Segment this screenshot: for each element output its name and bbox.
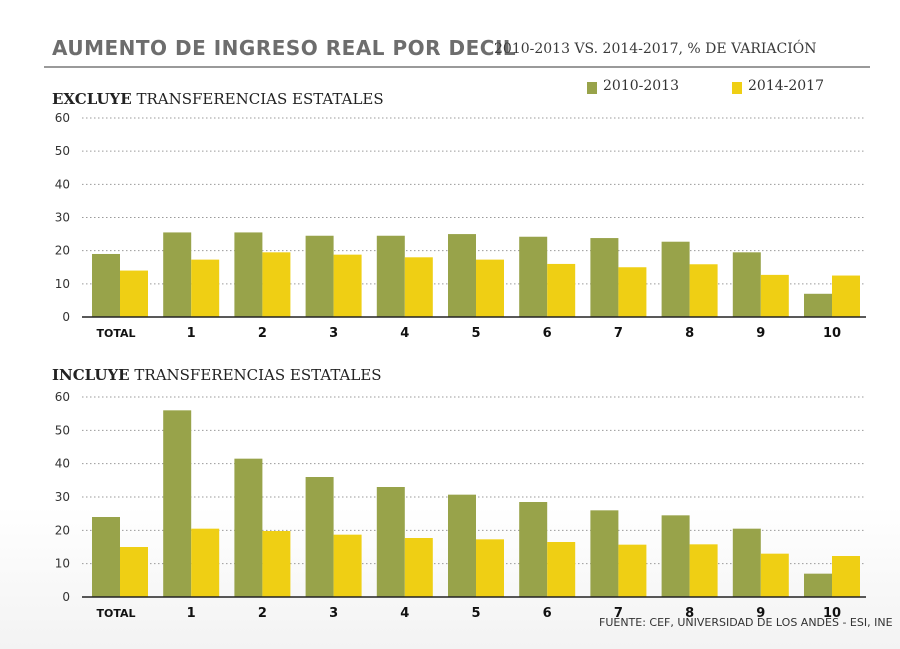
x-tick-label: 5 [471, 606, 480, 621]
bar-2010-2013-7 [590, 238, 619, 317]
bar-2010-2013-1 [163, 232, 192, 317]
chart-subtitle: 2010-2013 VS. 2014-2017, % DE VARIACIÓN [494, 41, 817, 57]
x-tick-label: 4 [400, 326, 409, 341]
x-tick-label: 2 [258, 606, 267, 621]
y-tick-label: 10 [55, 557, 70, 571]
x-tick-label: 10 [823, 606, 841, 621]
x-tick-label: 1 [187, 326, 196, 341]
bar-2010-2013-8 [661, 241, 690, 317]
bar-2014-2017-3 [333, 534, 362, 597]
bar-2010-2013-8 [661, 515, 690, 597]
bar-2010-2013-5 [448, 494, 476, 597]
y-tick-label: 40 [55, 177, 70, 191]
y-tick-label: 30 [55, 211, 70, 225]
x-tick-label: 7 [614, 326, 623, 341]
bar-2014-2017-7 [618, 267, 647, 317]
bar-2014-2017-1 [191, 528, 220, 597]
x-tick-label: 7 [614, 606, 623, 621]
bar-2014-2017-6 [547, 263, 576, 317]
bar-2014-2017-4 [404, 538, 433, 597]
legend-swatch-2010-2013 [587, 82, 597, 94]
x-tick-label: 8 [685, 326, 694, 341]
bar-2010-2013-4 [376, 487, 405, 597]
chart-header: AUMENTO DE INGRESO REAL POR DECIL 2010-2… [0, 0, 900, 70]
bar-2014-2017-2 [262, 531, 291, 597]
y-tick-label: 60 [55, 111, 70, 125]
x-tick-label: 9 [756, 606, 765, 621]
bar-2010-2013-1 [163, 410, 192, 597]
bar-2014-2017-TOTAL [120, 547, 148, 597]
bar-2014-2017-5 [476, 259, 504, 317]
x-tick-label: 1 [187, 606, 196, 621]
bar-2010-2013-3 [305, 477, 334, 597]
bar-2010-2013-9 [732, 252, 761, 317]
x-tick-label: 3 [329, 326, 338, 341]
bar-2014-2017-2 [262, 252, 291, 317]
x-tick-label: 10 [823, 326, 841, 341]
bar-2010-2013-TOTAL [92, 517, 120, 597]
x-tick-label: 4 [400, 606, 409, 621]
y-tick-label: 20 [55, 523, 70, 537]
y-tick-label: 50 [55, 144, 70, 158]
y-tick-label: 40 [55, 457, 70, 471]
y-tick-label: 30 [55, 490, 70, 504]
x-tick-label: 3 [329, 606, 338, 621]
bar-2010-2013-6 [519, 502, 548, 597]
bar-2014-2017-10 [832, 275, 860, 317]
bar-2014-2017-6 [547, 542, 576, 597]
x-tick-label: TOTAL [96, 327, 135, 340]
bar-2010-2013-4 [376, 235, 405, 317]
title-divider [44, 66, 870, 68]
y-tick-label: 0 [62, 310, 70, 324]
bar-2010-2013-2 [234, 232, 263, 317]
bar-2010-2013-5 [448, 234, 476, 317]
x-tick-label: 8 [685, 606, 694, 621]
bar-2014-2017-5 [476, 539, 504, 597]
bar-2014-2017-9 [760, 553, 789, 597]
y-tick-label: 20 [55, 244, 70, 258]
bar-2014-2017-8 [689, 264, 718, 317]
bar-2014-2017-7 [618, 544, 647, 597]
y-tick-label: 0 [62, 590, 70, 604]
legend-swatch-2014-2017 [732, 82, 742, 94]
x-tick-label: 2 [258, 326, 267, 341]
bar-2010-2013-6 [519, 236, 548, 317]
panel-title-incluye-rest: TRANSFERENCIAS ESTATALES [129, 366, 382, 384]
bar-2014-2017-8 [689, 544, 718, 597]
bar-2010-2013-7 [590, 510, 619, 597]
bar-2010-2013-10 [804, 573, 832, 597]
legend-label-2010-2013: 2010-2013 [603, 78, 679, 94]
bar-2014-2017-TOTAL [120, 270, 148, 317]
panel-title-excluye-bold: EXCLUYE [52, 90, 132, 108]
bar-2014-2017-4 [404, 257, 433, 317]
bar-2014-2017-1 [191, 259, 220, 317]
panel-title-incluye: INCLUYE TRANSFERENCIAS ESTATALES [52, 366, 382, 384]
panel-title-excluye-rest: TRANSFERENCIAS ESTATALES [131, 90, 384, 108]
x-tick-label: 5 [471, 326, 480, 341]
y-tick-label: 10 [55, 277, 70, 291]
bar-2014-2017-3 [333, 254, 362, 317]
x-tick-label: 6 [543, 326, 552, 341]
bar-2010-2013-9 [732, 528, 761, 597]
bar-2014-2017-9 [760, 274, 789, 317]
y-tick-label: 60 [55, 390, 70, 404]
y-tick-label: 50 [55, 423, 70, 437]
x-tick-label: 9 [756, 326, 765, 341]
source-note: FUENTE: CEF, UNIVERSIDAD DE LOS ANDES - … [599, 616, 893, 629]
bar-2010-2013-10 [804, 293, 832, 317]
panel-title-excluye: EXCLUYE TRANSFERENCIAS ESTATALES [52, 90, 384, 108]
bar-2010-2013-3 [305, 235, 334, 317]
bar-2010-2013-2 [234, 458, 263, 597]
bar-2010-2013-TOTAL [92, 253, 120, 317]
chart-title: AUMENTO DE INGRESO REAL POR DECIL [52, 36, 517, 60]
panel-title-incluye-bold: INCLUYE [52, 366, 130, 384]
legend-label-2014-2017: 2014-2017 [748, 78, 824, 94]
x-tick-label: TOTAL [96, 607, 135, 620]
bar-2014-2017-10 [832, 556, 860, 597]
x-tick-label: 6 [543, 606, 552, 621]
